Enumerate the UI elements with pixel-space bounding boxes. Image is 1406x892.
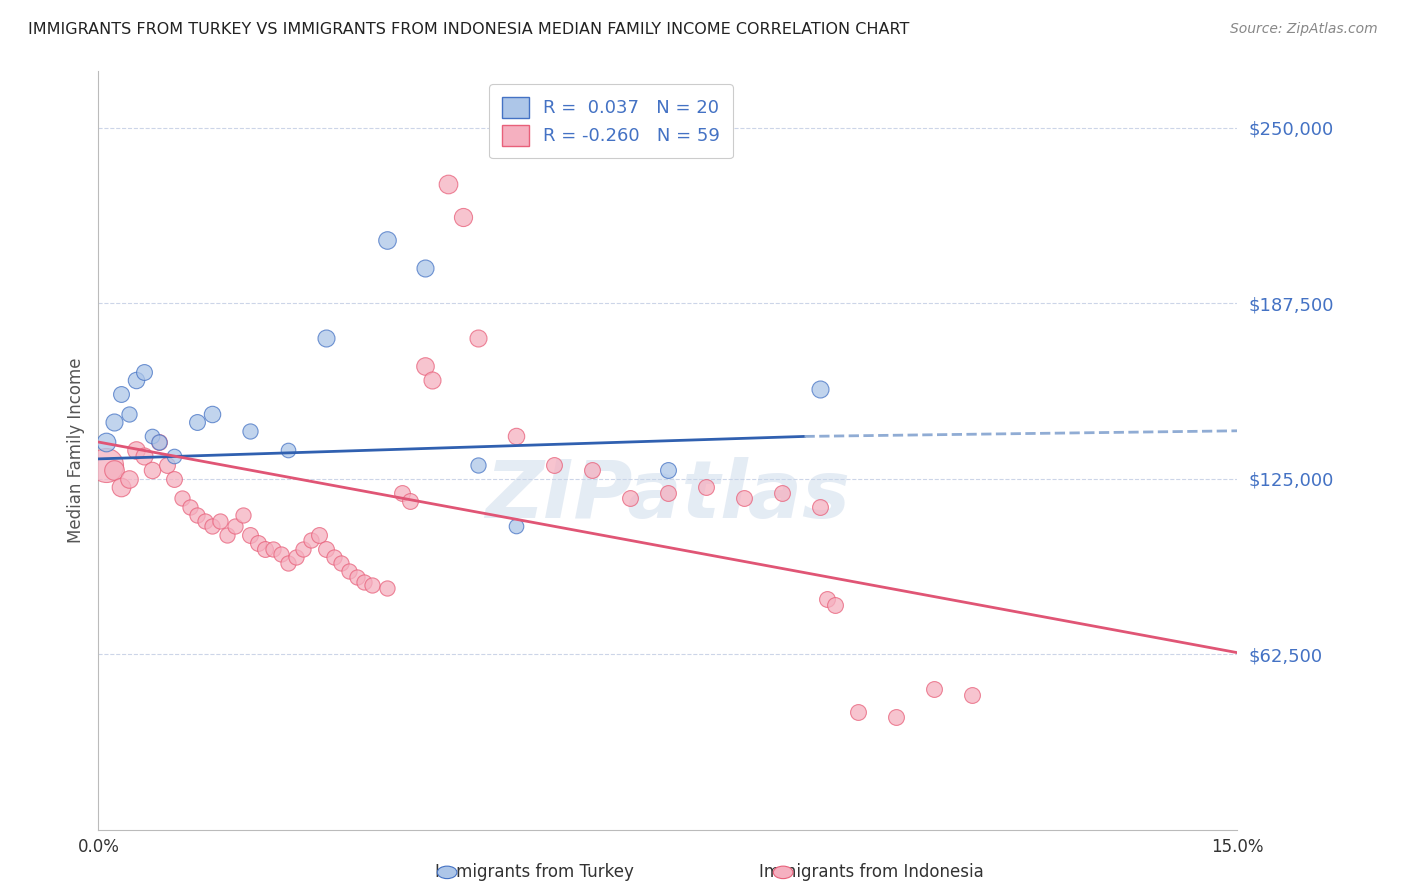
Point — [413, 260, 436, 275]
Point — [94, 458, 117, 472]
Point — [94, 435, 117, 450]
Point — [118, 407, 141, 421]
Text: ZIPatlas: ZIPatlas — [485, 457, 851, 535]
Point — [103, 463, 125, 477]
Point — [103, 416, 125, 430]
Point — [815, 592, 838, 607]
Point — [179, 500, 201, 514]
Point — [375, 233, 398, 247]
Point — [110, 387, 132, 401]
Point — [163, 449, 186, 463]
Point — [194, 514, 217, 528]
Point — [148, 435, 170, 450]
Point — [299, 533, 322, 548]
Point — [118, 471, 141, 485]
Point — [246, 536, 269, 550]
Point — [360, 578, 382, 592]
Point — [186, 416, 208, 430]
Point — [277, 556, 299, 570]
Point — [422, 373, 444, 387]
Point — [239, 424, 262, 438]
Point — [208, 514, 231, 528]
Point — [201, 407, 224, 421]
Point — [391, 485, 413, 500]
Point — [270, 547, 292, 561]
Point — [467, 458, 489, 472]
Point — [467, 331, 489, 345]
Point — [330, 556, 353, 570]
Point — [315, 331, 337, 345]
Y-axis label: Median Family Income: Median Family Income — [66, 358, 84, 543]
Point — [156, 458, 179, 472]
Point — [201, 519, 224, 533]
Point — [505, 519, 527, 533]
Point — [239, 527, 262, 541]
Point — [186, 508, 208, 522]
Text: Immigrants from Turkey: Immigrants from Turkey — [434, 863, 634, 881]
Point — [619, 491, 641, 506]
Text: IMMIGRANTS FROM TURKEY VS IMMIGRANTS FROM INDONESIA MEDIAN FAMILY INCOME CORRELA: IMMIGRANTS FROM TURKEY VS IMMIGRANTS FRO… — [28, 22, 910, 37]
Point — [125, 373, 148, 387]
Point — [337, 564, 360, 578]
Point — [322, 550, 344, 565]
Point — [254, 541, 277, 556]
Point — [770, 485, 793, 500]
Point — [315, 541, 337, 556]
Point — [262, 541, 284, 556]
Point — [292, 541, 315, 556]
Text: Immigrants from Indonesia: Immigrants from Indonesia — [759, 863, 984, 881]
Point — [543, 458, 565, 472]
Point — [148, 435, 170, 450]
Point — [824, 598, 846, 612]
Point — [695, 480, 717, 494]
Text: Source: ZipAtlas.com: Source: ZipAtlas.com — [1230, 22, 1378, 37]
Point — [141, 463, 163, 477]
Point — [846, 705, 869, 719]
Point — [284, 550, 307, 565]
Point — [657, 463, 679, 477]
Point — [505, 429, 527, 443]
Point — [346, 570, 368, 584]
Point — [277, 443, 299, 458]
Point — [132, 365, 155, 379]
Point — [132, 449, 155, 463]
Point — [125, 443, 148, 458]
Point — [170, 491, 193, 506]
Point — [163, 471, 186, 485]
Point — [398, 494, 420, 508]
Point — [217, 527, 239, 541]
Point — [733, 491, 755, 506]
Point — [353, 575, 375, 590]
Point — [808, 382, 831, 396]
Point — [308, 527, 330, 541]
Point — [141, 429, 163, 443]
Point — [232, 508, 254, 522]
Point — [657, 485, 679, 500]
Point — [451, 211, 474, 225]
Point — [808, 500, 831, 514]
Point — [960, 688, 983, 702]
Point — [110, 480, 132, 494]
Point — [224, 519, 246, 533]
Point — [884, 710, 907, 724]
Point — [413, 359, 436, 374]
Point — [375, 581, 398, 595]
Point — [922, 682, 945, 697]
Point — [436, 177, 458, 191]
Point — [581, 463, 603, 477]
Legend: R =  0.037   N = 20, R = -0.260   N = 59: R = 0.037 N = 20, R = -0.260 N = 59 — [489, 84, 733, 159]
